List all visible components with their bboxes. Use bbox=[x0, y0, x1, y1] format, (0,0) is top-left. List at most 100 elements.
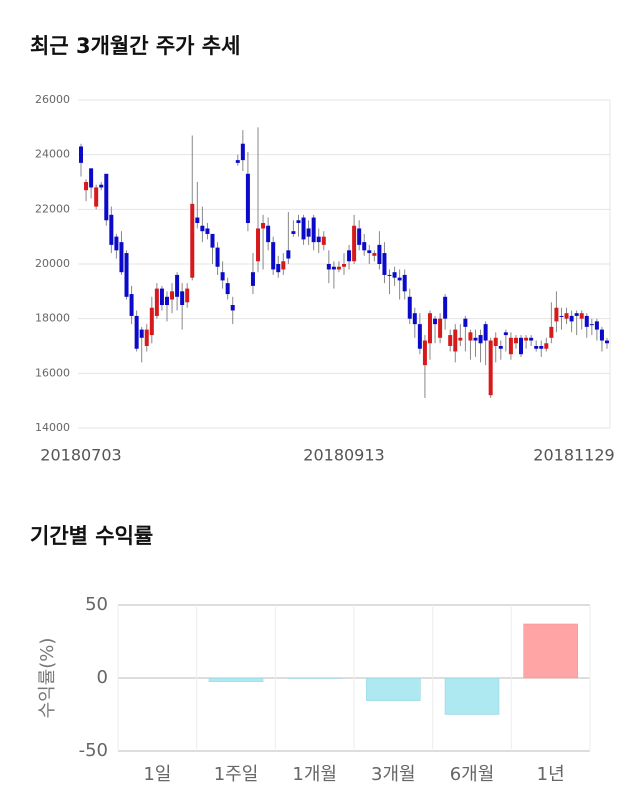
candle-body bbox=[99, 184, 104, 188]
candle-body bbox=[569, 315, 574, 322]
candle-body bbox=[382, 253, 387, 275]
candle-body bbox=[554, 307, 559, 322]
y-tick-label: 26000 bbox=[35, 93, 70, 106]
candle-body bbox=[357, 228, 362, 245]
candle-body bbox=[579, 313, 584, 319]
candle-body bbox=[316, 236, 321, 243]
candle-body bbox=[326, 264, 331, 270]
x-tick-label: 1년 bbox=[537, 764, 565, 785]
candle-body bbox=[599, 329, 604, 341]
candle-body bbox=[205, 228, 210, 234]
x-tick-label: 6개월 bbox=[450, 764, 495, 785]
y-tick-label: 16000 bbox=[35, 366, 70, 379]
y-axis-label: 수익률(%) bbox=[37, 638, 58, 719]
candle-body bbox=[589, 324, 594, 326]
candle-body bbox=[306, 228, 311, 237]
candle-body bbox=[109, 214, 114, 245]
candle-body bbox=[519, 337, 524, 355]
candle-body bbox=[402, 274, 407, 292]
candle-body bbox=[195, 217, 200, 223]
candle-body bbox=[175, 274, 180, 297]
bar bbox=[444, 677, 500, 715]
candle-body bbox=[549, 326, 554, 338]
candle-body bbox=[362, 242, 367, 251]
candle-body bbox=[534, 346, 539, 349]
candle-body bbox=[271, 242, 276, 270]
candle-body bbox=[468, 332, 473, 341]
candle-body bbox=[250, 272, 255, 286]
candle-body bbox=[79, 146, 83, 163]
candle-body bbox=[190, 203, 195, 278]
y-tick-label: 18000 bbox=[35, 312, 70, 325]
candle-body bbox=[180, 291, 185, 305]
candle-body bbox=[301, 217, 306, 240]
candle-body bbox=[296, 220, 301, 223]
candle-body bbox=[84, 182, 89, 191]
candle-body bbox=[397, 277, 402, 281]
candle-body bbox=[159, 288, 164, 305]
candle-body bbox=[458, 337, 463, 341]
candle-body bbox=[281, 261, 286, 270]
candle-body bbox=[433, 318, 438, 325]
candle-body bbox=[276, 264, 281, 273]
candle-body bbox=[564, 313, 569, 319]
candle-body bbox=[498, 346, 503, 349]
y-tick-label: 20000 bbox=[35, 257, 70, 270]
candle-body bbox=[139, 329, 144, 338]
x-tick-label: 3개월 bbox=[371, 764, 416, 785]
candle-body bbox=[119, 242, 124, 273]
candle-body bbox=[170, 291, 175, 300]
candle-body bbox=[291, 231, 296, 234]
y-tick-label: 50 bbox=[85, 594, 108, 615]
x-tick-label: 1일 bbox=[143, 764, 171, 785]
candle-body bbox=[367, 250, 372, 254]
candle-body bbox=[427, 313, 432, 344]
candle-body bbox=[493, 337, 498, 346]
candle-body bbox=[513, 337, 518, 344]
candle-body bbox=[210, 233, 215, 248]
candle-body bbox=[261, 223, 266, 229]
y-tick-label: 0 bbox=[97, 667, 108, 688]
y-tick-label: -50 bbox=[79, 740, 108, 761]
candle-body bbox=[225, 283, 230, 295]
candle-body bbox=[149, 307, 154, 336]
x-tick-label: 20180703 bbox=[40, 446, 121, 465]
candle-body bbox=[235, 160, 240, 163]
x-tick-label: 20180913 bbox=[303, 446, 384, 465]
chart-title: 기간별 수익률 bbox=[30, 524, 153, 548]
candle-body bbox=[124, 253, 129, 297]
candle-body bbox=[104, 173, 109, 221]
candle-body bbox=[266, 225, 271, 243]
y-tick-label: 22000 bbox=[35, 202, 70, 215]
chart-title: 최근 3개월간 주가 추세 bbox=[30, 34, 240, 58]
candle-body bbox=[544, 343, 549, 349]
candle-body bbox=[240, 143, 245, 161]
candle-body bbox=[605, 340, 609, 344]
candle-body bbox=[164, 296, 169, 305]
candle-body bbox=[503, 332, 508, 336]
candle-body bbox=[200, 225, 205, 232]
candle-body bbox=[286, 250, 291, 259]
candle-body bbox=[478, 335, 483, 344]
candle-body bbox=[134, 315, 139, 349]
candle-body bbox=[412, 313, 417, 325]
x-tick-label: 20181129 bbox=[533, 446, 614, 465]
candle-body bbox=[377, 244, 382, 264]
candle-body bbox=[185, 288, 190, 303]
candle-body bbox=[488, 340, 493, 396]
candle-body bbox=[129, 294, 134, 316]
candle-body bbox=[230, 305, 235, 311]
bar bbox=[208, 677, 264, 682]
candle-body bbox=[387, 274, 392, 276]
candle-body bbox=[94, 187, 99, 207]
candle-body bbox=[311, 217, 316, 243]
candle-body bbox=[443, 296, 448, 319]
candle-body bbox=[144, 329, 149, 346]
candle-body bbox=[392, 272, 397, 278]
candle-body bbox=[584, 315, 589, 327]
candle-body bbox=[352, 225, 357, 262]
candle-body bbox=[372, 253, 377, 256]
candle-body bbox=[594, 321, 599, 330]
candle-body bbox=[417, 324, 422, 349]
